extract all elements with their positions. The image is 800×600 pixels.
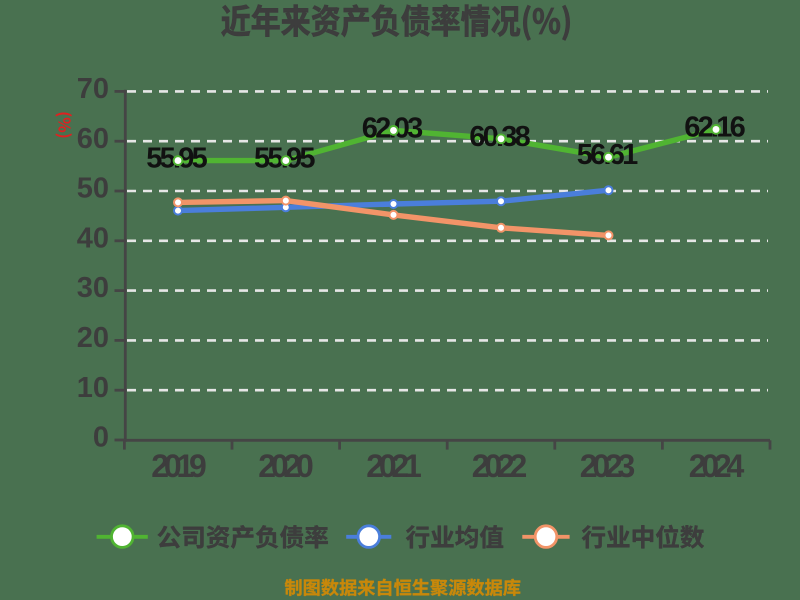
svg-text:20: 20 [77,322,109,354]
svg-text:60: 60 [77,123,109,155]
svg-text:2024: 2024 [689,448,745,484]
svg-text:70: 70 [77,73,109,105]
svg-text:30: 30 [77,272,109,304]
svg-text:0: 0 [93,422,109,454]
svg-text:2021: 2021 [366,448,422,484]
svg-text:2020: 2020 [258,448,314,484]
svg-text:2022: 2022 [472,448,528,484]
svg-text:2019: 2019 [151,448,207,484]
svg-text:50: 50 [77,173,109,205]
svg-text:40: 40 [77,222,109,254]
svg-text:10: 10 [77,372,109,404]
svg-text:2023: 2023 [580,448,636,484]
